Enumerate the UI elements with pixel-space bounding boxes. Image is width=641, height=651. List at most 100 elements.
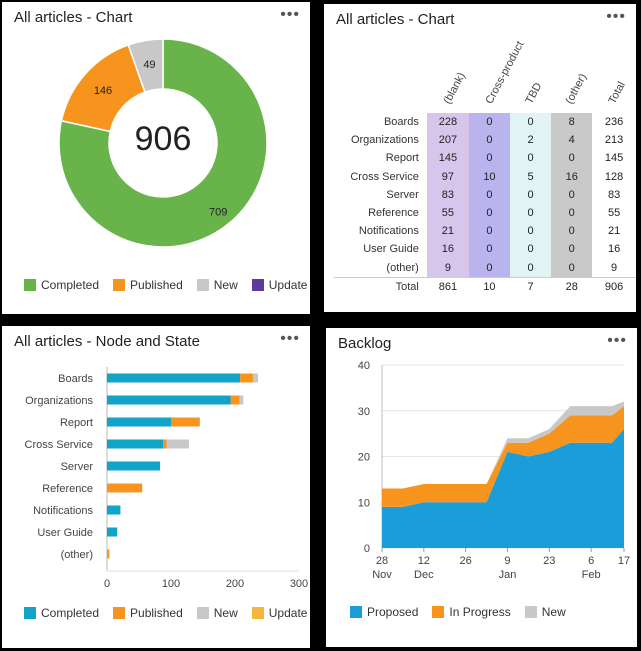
legend-item[interactable]: Completed — [24, 606, 99, 620]
pivot-cell[interactable]: 21 — [607, 225, 621, 238]
bar-segment — [107, 505, 121, 515]
pivot-cell[interactable]: 861 — [426, 276, 469, 296]
pivot-row-label[interactable]: User Guide — [363, 243, 419, 256]
pivot-cell[interactable]: 0 — [509, 203, 552, 223]
category-label: (other) — [61, 549, 93, 561]
pivot-cell[interactable]: 0 — [509, 149, 552, 168]
legend-swatch — [251, 607, 264, 619]
x-tick-label: 300 — [290, 578, 308, 590]
legend-item[interactable]: Published — [113, 278, 183, 292]
pivot-cell[interactable]: 55 — [607, 207, 621, 220]
bar-segment — [252, 373, 259, 383]
pivot-cell[interactable]: 145 — [604, 152, 624, 165]
pivot-cell[interactable]: 0 — [468, 258, 510, 278]
legend-item[interactable]: Completed — [24, 278, 99, 292]
more-options-icon[interactable]: ••• — [280, 330, 300, 347]
legend-swatch — [113, 279, 126, 291]
category-label: Notifications — [33, 505, 93, 517]
bar-segment — [171, 417, 200, 427]
legend-item[interactable]: Proposed — [350, 605, 418, 619]
pivot-cell[interactable]: 83 — [426, 185, 469, 204]
pivot-cell[interactable]: 16 — [551, 167, 593, 186]
pivot-cell[interactable]: 213 — [604, 134, 624, 147]
pivot-cell[interactable]: 0 — [551, 203, 593, 223]
pivot-cell[interactable]: 0 — [551, 185, 593, 204]
pivot-cell[interactable]: 8 — [551, 113, 593, 132]
pivot-cell[interactable]: 906 — [592, 276, 636, 296]
pivot-cell[interactable]: 0 — [551, 240, 593, 259]
pivot-cell[interactable]: 0 — [551, 258, 593, 278]
pivot-row-label[interactable]: Reference — [368, 207, 419, 220]
pivot-row-label[interactable]: Boards — [383, 116, 419, 129]
pivot-cell[interactable]: 21 — [426, 222, 469, 241]
pivot-cell[interactable]: 10 — [468, 167, 510, 186]
pivot-cell[interactable]: 0 — [509, 222, 552, 241]
pivot-cell[interactable]: 4 — [551, 131, 593, 150]
legend-swatch — [113, 607, 126, 619]
pivot-row-label[interactable]: Server — [386, 188, 419, 201]
pivot-cell[interactable]: 0 — [468, 113, 510, 132]
donut-total: 906 — [134, 120, 192, 158]
legend-swatch — [524, 606, 537, 618]
donut-slice — [58, 38, 268, 248]
pivot-cell[interactable]: 207 — [426, 131, 469, 150]
pivot-column-header[interactable]: (blank) — [441, 70, 468, 106]
pivot-cell[interactable]: 9 — [611, 261, 618, 274]
pivot-cell[interactable]: 0 — [468, 149, 510, 168]
pivot-cell[interactable]: 128 — [604, 170, 624, 183]
pivot-cell[interactable]: 55 — [426, 203, 469, 223]
pivot-cell[interactable]: 145 — [426, 149, 469, 168]
pivot-cell[interactable]: 5 — [509, 167, 552, 186]
pivot-column-header[interactable]: Cross-product — [483, 39, 527, 106]
more-options-icon[interactable]: ••• — [280, 6, 300, 23]
pivot-column-header[interactable]: Total — [606, 79, 628, 106]
legend-item[interactable]: Update — [251, 606, 307, 620]
pivot-cell[interactable]: 9 — [426, 258, 469, 278]
pivot-cell[interactable]: 0 — [509, 185, 552, 204]
pivot-cell[interactable]: 0 — [468, 222, 510, 241]
pivot-cell[interactable]: 0 — [509, 113, 552, 132]
pivot-cell[interactable]: 0 — [509, 258, 552, 278]
pivot-row-label[interactable]: Notifications — [358, 225, 419, 238]
more-options-icon[interactable]: ••• — [607, 332, 627, 349]
pivot-cell[interactable]: 0 — [468, 131, 510, 150]
legend-label: New — [213, 606, 238, 620]
x-tick-label: 6 — [588, 555, 594, 567]
category-label: User Guide — [37, 527, 93, 539]
legend-item[interactable]: Update — [251, 278, 307, 292]
pivot-column-header[interactable]: TBD — [523, 80, 545, 106]
pivot-row-label[interactable]: (other) — [386, 261, 419, 274]
y-tick-label: 40 — [358, 360, 370, 372]
legend-item[interactable]: New — [524, 605, 566, 619]
pivot-cell[interactable]: 16 — [426, 240, 469, 259]
pivot-row-label[interactable]: Total — [334, 276, 427, 296]
pivot-column-header[interactable]: (other) — [563, 71, 590, 106]
pivot-cell[interactable]: 10 — [468, 276, 510, 296]
pivot-cell[interactable]: 28 — [551, 276, 593, 296]
pivot-cell[interactable]: 228 — [426, 113, 469, 132]
legend-label: New — [541, 605, 566, 619]
x-tick-month-label: Nov — [372, 569, 392, 581]
pivot-row-label[interactable]: Cross Service — [350, 170, 419, 183]
pivot-cell[interactable]: 2 — [509, 131, 552, 150]
pivot-cell[interactable]: 7 — [509, 276, 552, 296]
pivot-cell[interactable]: 0 — [509, 240, 552, 259]
panel-title: All articles - Chart — [14, 9, 133, 26]
pivot-cell[interactable]: 97 — [426, 167, 469, 186]
pivot-cell[interactable]: 16 — [607, 243, 621, 256]
legend-item[interactable]: New — [196, 606, 238, 620]
more-options-icon[interactable]: ••• — [606, 8, 626, 25]
legend-item[interactable]: In Progress — [432, 605, 511, 619]
pivot-cell[interactable]: 0 — [468, 185, 510, 204]
pivot-cell[interactable]: 0 — [468, 203, 510, 223]
pivot-cell[interactable]: 0 — [551, 222, 593, 241]
pivot-cell[interactable]: 236 — [604, 116, 624, 129]
pivot-row-label[interactable]: Report — [385, 152, 419, 165]
pivot-cell[interactable]: 0 — [468, 240, 510, 259]
legend-item[interactable]: Published — [113, 606, 183, 620]
pivot-row: Report 145 0 0 0 145 — [334, 149, 636, 168]
pivot-cell[interactable]: 0 — [551, 149, 593, 168]
legend-item[interactable]: New — [196, 278, 238, 292]
pivot-row-label[interactable]: Organizations — [350, 134, 419, 147]
pivot-cell[interactable]: 83 — [607, 188, 621, 201]
